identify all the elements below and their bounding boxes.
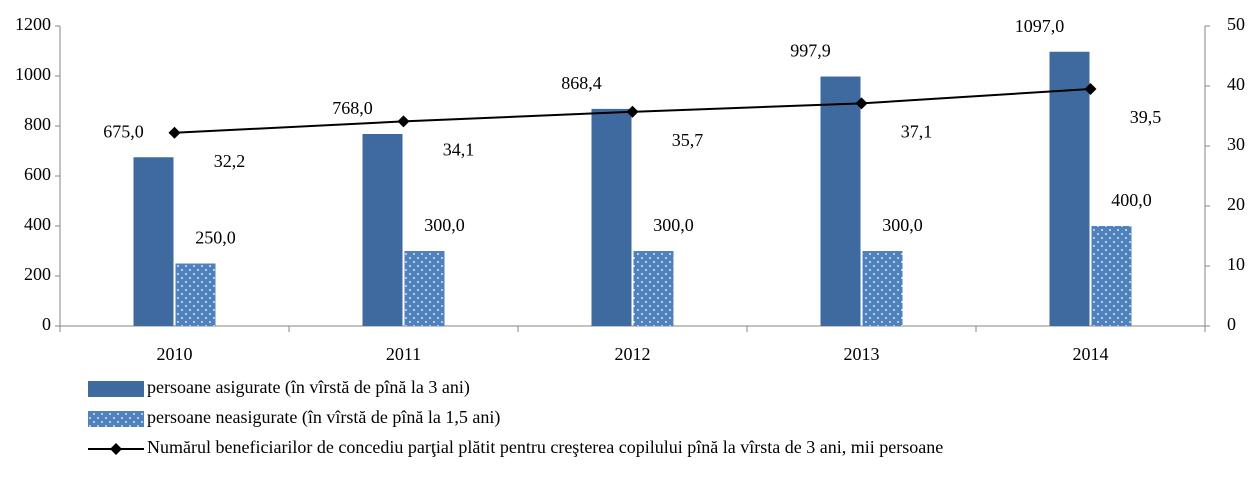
bar [862, 251, 903, 326]
bar [133, 157, 174, 326]
bar [1091, 226, 1132, 326]
data-label: 35,7 [672, 130, 704, 150]
data-label: 300,0 [653, 215, 694, 235]
data-label: 250,0 [195, 228, 236, 248]
x-tick-label: 2013 [844, 344, 880, 364]
y2-tick-label: 20 [1227, 194, 1245, 214]
bar [591, 108, 632, 327]
data-label: 32,2 [214, 151, 246, 171]
data-label: 34,1 [443, 140, 475, 160]
y-tick-label: 800 [24, 114, 51, 134]
y2-tick-label: 30 [1227, 134, 1245, 154]
line-marker [855, 97, 868, 110]
line-marker [397, 115, 410, 128]
data-label: 768,0 [332, 98, 373, 118]
x-tick-label: 2014 [1073, 344, 1109, 364]
line-marker [1084, 83, 1097, 95]
y-tick-label: 600 [24, 164, 51, 184]
x-tick-label: 2012 [615, 344, 651, 364]
y2-tick-label: 40 [1227, 74, 1245, 94]
bar [633, 251, 674, 326]
y-tick-label: 200 [24, 264, 51, 284]
x-tick-label: 2011 [386, 344, 421, 364]
y2-tick-label: 0 [1227, 314, 1236, 334]
y2-tick-label: 10 [1227, 254, 1245, 274]
x-tick-label: 2010 [157, 344, 193, 364]
data-label: 675,0 [103, 121, 144, 141]
y-tick-label: 0 [42, 314, 51, 334]
line-marker [626, 105, 639, 118]
data-label: 300,0 [424, 215, 465, 235]
bar [404, 251, 445, 326]
bar [1049, 51, 1090, 326]
legend-label: Numărul beneficiarilor de concediu parţi… [147, 437, 943, 457]
data-label: 1097,0 [1015, 16, 1065, 36]
data-label: 37,1 [901, 122, 933, 142]
data-label: 997,9 [790, 41, 831, 61]
legend-label: persoane neasigurate (în vîrstă de pînă … [147, 407, 500, 428]
bar [362, 134, 403, 326]
y-tick-label: 400 [24, 214, 51, 234]
data-label: 300,0 [882, 215, 923, 235]
legend-marker [110, 443, 122, 455]
data-label: 400,0 [1111, 190, 1152, 210]
bar [820, 76, 861, 327]
line-marker [168, 126, 181, 139]
legend-swatch [88, 411, 144, 427]
legend-swatch [88, 381, 144, 397]
legend-label: persoane asigurate (în vîrstă de pînă la… [147, 377, 470, 398]
y-tick-label: 1200 [15, 14, 51, 34]
data-label: 39,5 [1130, 107, 1162, 127]
y-tick-label: 1000 [15, 64, 51, 84]
data-label: 868,4 [561, 73, 602, 93]
y2-tick-label: 50 [1227, 14, 1245, 34]
bar [175, 263, 216, 326]
